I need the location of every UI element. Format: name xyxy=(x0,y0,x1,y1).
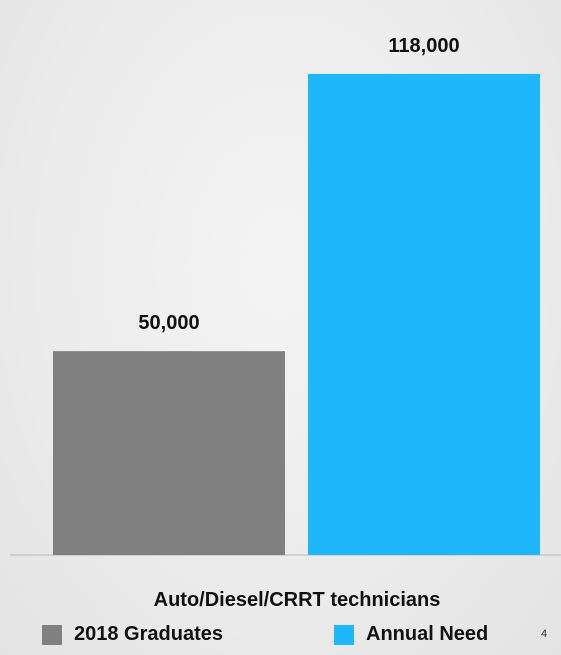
legend-item-2018-graduates: 2018 Graduates xyxy=(42,623,223,646)
bar-annual-need xyxy=(308,73,540,555)
category-label: Auto/Diesel/CRRT technicians xyxy=(154,589,441,611)
legend-label-annual-need: Annual Need xyxy=(366,623,489,645)
legend-item-annual-need: Annual Need xyxy=(334,623,488,646)
legend-label-2018-graduates: 2018 Graduates xyxy=(74,623,223,645)
bars-group xyxy=(53,73,540,555)
data-labels-group: 50,000 118,000 xyxy=(138,35,459,334)
data-label-annual-need: 118,000 xyxy=(388,35,459,57)
footnote-marker: 4 xyxy=(541,628,548,640)
legend-swatch-2018-graduates xyxy=(42,624,62,645)
bar-2018-graduates xyxy=(53,351,285,555)
data-label-2018-graduates: 50,000 xyxy=(138,312,199,334)
legend: 2018 Graduates Annual Need xyxy=(0,619,561,655)
legend-swatch-annual-need xyxy=(334,624,354,645)
